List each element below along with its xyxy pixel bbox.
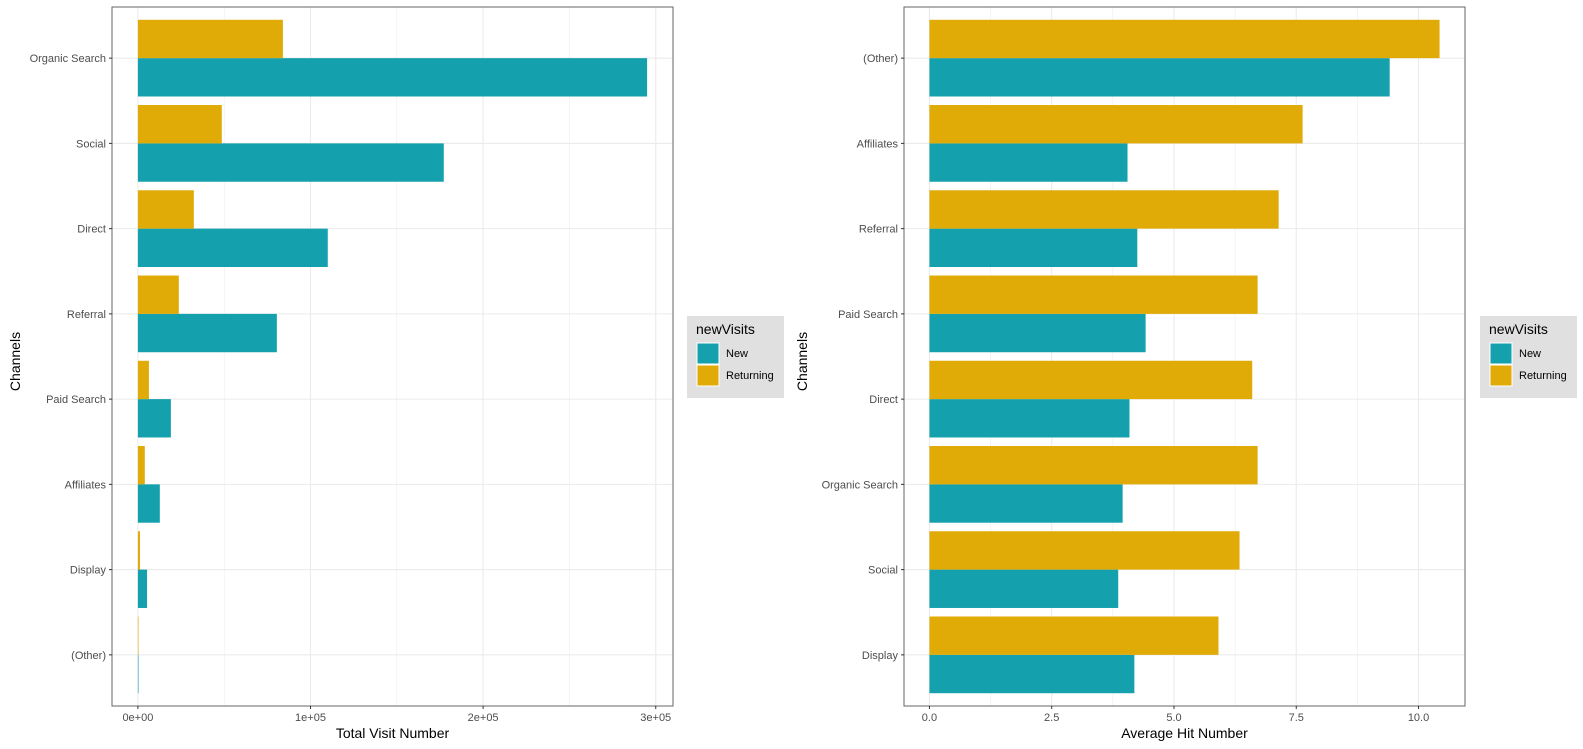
bar-returning-referral <box>929 190 1279 229</box>
bar-new-direct <box>929 399 1130 438</box>
x-tick-label: 10.0 <box>1408 712 1429 724</box>
y-axis-ticks: Organic Search Social Direct Referral Paid S… <box>30 53 112 662</box>
legend-label-new: New <box>1519 348 1541 360</box>
bar-new-affiliates <box>929 143 1128 182</box>
bar-new-other <box>929 58 1390 97</box>
y-tick-label: Display <box>862 650 899 662</box>
x-tick-label: 5.0 <box>1166 712 1181 724</box>
legend-swatch-new <box>1489 342 1513 365</box>
bar-returning-paid-search <box>137 360 149 400</box>
y-tick-label: Organic Search <box>30 53 106 65</box>
y-tick-label: Affiliates <box>65 479 107 491</box>
y-tick-label: Direct <box>77 224 106 236</box>
y-tick-label: Organic Search <box>822 479 898 491</box>
x-axis-ticks: 0.0 2.5 5.0 7.5 10.0 <box>922 706 1429 724</box>
x-tick-label: 2e+05 <box>468 712 499 724</box>
legend-swatch-returning <box>1489 364 1513 387</box>
legend-label-new: New <box>726 348 748 360</box>
legend-swatch-returning <box>696 364 720 387</box>
legend-swatch-new <box>696 342 720 365</box>
x-tick-label: 0.0 <box>922 712 937 724</box>
bar-new-direct <box>137 228 328 267</box>
bar-returning-organic-search <box>137 19 283 59</box>
bar-returning-display <box>137 531 140 570</box>
y-tick-label: Paid Search <box>838 309 898 321</box>
bar-returning-other <box>137 616 139 655</box>
legend: newVisits New Returning <box>687 316 784 398</box>
bar-returning-direct <box>137 190 194 229</box>
legend-label-returning: Returning <box>726 370 774 382</box>
y-tick-label: Direct <box>869 394 898 406</box>
y-axis-title: Channels <box>7 332 23 391</box>
x-tick-label: 3e+05 <box>640 712 671 724</box>
bar-new-other <box>137 654 139 694</box>
bar-new-organic-search <box>929 484 1123 523</box>
x-axis-ticks: 0e+00 1e+05 2e+05 3e+05 <box>122 706 671 724</box>
y-tick-label: Paid Search <box>46 394 106 406</box>
bar-new-paid-search <box>137 399 171 438</box>
bar-returning-social <box>929 531 1240 570</box>
legend-title: newVisits <box>1489 321 1548 337</box>
bar-new-affiliates <box>137 484 160 523</box>
legend: newVisits New Returning <box>1480 316 1577 398</box>
bar-returning-direct <box>929 360 1253 400</box>
panel-average-hits: (Other) Affiliates Referral Paid Search Dire… <box>794 6 1577 741</box>
bar-returning-affiliates <box>929 105 1303 144</box>
y-tick-label: (Other) <box>863 53 898 65</box>
bar-returning-affiliates <box>137 446 145 485</box>
y-axis-title: Channels <box>794 332 810 391</box>
legend-label-returning: Returning <box>1519 370 1567 382</box>
x-tick-label: 7.5 <box>1289 712 1304 724</box>
x-tick-label: 1e+05 <box>295 712 326 724</box>
y-tick-label: Social <box>76 138 106 150</box>
x-tick-label: 0e+00 <box>122 712 153 724</box>
bar-returning-referral <box>137 275 179 314</box>
bar-returning-paid-search <box>929 275 1258 314</box>
bar-returning-organic-search <box>929 446 1258 485</box>
x-axis-title: Average Hit Number <box>1121 725 1248 741</box>
bar-returning-display <box>929 616 1219 655</box>
bars <box>929 19 1440 694</box>
bar-new-referral <box>929 228 1138 267</box>
y-tick-label: (Other) <box>71 650 106 662</box>
bar-new-social <box>137 143 444 182</box>
bar-new-social <box>929 569 1119 608</box>
y-tick-label: Affiliates <box>857 138 899 150</box>
bar-returning-social <box>137 105 222 144</box>
y-axis-ticks: (Other) Affiliates Referral Paid Search Dire… <box>822 53 904 662</box>
bar-new-referral <box>137 313 277 353</box>
x-axis-title: Total Visit Number <box>336 725 450 741</box>
y-tick-label: Display <box>70 565 107 577</box>
y-tick-label: Referral <box>859 224 898 236</box>
bar-new-organic-search <box>137 58 648 97</box>
panel-border <box>111 6 674 707</box>
y-tick-label: Social <box>868 565 898 577</box>
y-tick-label: Referral <box>67 309 106 321</box>
panel-total-visits: Organic Search Social Direct Referral Paid S… <box>7 6 784 741</box>
x-tick-label: 2.5 <box>1044 712 1059 724</box>
bar-returning-other <box>929 19 1440 59</box>
legend-title: newVisits <box>696 321 755 337</box>
bar-new-display <box>929 654 1135 694</box>
panel-border <box>903 6 1466 707</box>
bar-new-paid-search <box>929 313 1146 353</box>
bar-new-display <box>137 569 148 608</box>
bars <box>137 19 648 694</box>
